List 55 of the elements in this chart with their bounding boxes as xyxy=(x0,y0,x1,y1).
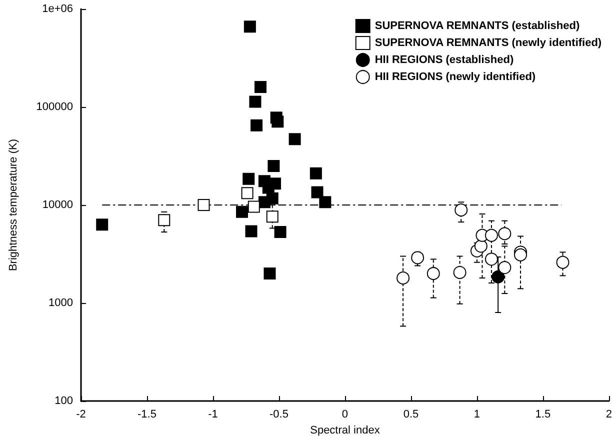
y-tick-label: 1e+06 xyxy=(42,3,73,15)
point xyxy=(198,199,210,211)
point xyxy=(498,227,512,240)
legend-label: SUPERNOVA REMNANTS (established) xyxy=(374,20,580,32)
point xyxy=(272,116,284,128)
x-axis-title: Spectral index xyxy=(310,424,380,436)
y-axis-title: Brightness temperature (K) xyxy=(8,138,20,272)
x-tick-label: -1.5 xyxy=(138,408,156,420)
point xyxy=(258,196,270,208)
x-tick-label: -0.5 xyxy=(269,408,288,420)
point xyxy=(245,225,258,238)
x-tick-label: 1.5 xyxy=(535,408,551,420)
y-tick-label: 100 xyxy=(54,395,73,407)
point xyxy=(426,267,440,280)
y-tick-label: 1000 xyxy=(48,297,73,309)
point xyxy=(242,172,255,185)
point xyxy=(264,268,276,280)
legend-label: HII REGIONS (established) xyxy=(374,54,514,66)
point xyxy=(96,218,108,231)
x-tick-label: 1 xyxy=(474,408,480,420)
point xyxy=(241,187,254,200)
point xyxy=(236,206,248,218)
y-tick-label: 100000 xyxy=(36,101,73,113)
point xyxy=(249,96,262,108)
point xyxy=(248,200,260,213)
point xyxy=(266,210,278,223)
point xyxy=(288,133,301,146)
point xyxy=(514,248,528,262)
point xyxy=(498,261,512,274)
point xyxy=(158,214,170,226)
point xyxy=(268,160,280,172)
y-tick-label: 10000 xyxy=(42,199,73,211)
point xyxy=(454,203,468,216)
point xyxy=(319,196,332,208)
point xyxy=(244,20,256,33)
x-tick-label: -1 xyxy=(208,408,218,420)
x-tick-label: 2 xyxy=(606,408,612,420)
point xyxy=(274,226,286,238)
point xyxy=(250,119,263,132)
legend-label: HII REGIONS (newly identified) xyxy=(374,71,536,83)
point xyxy=(254,80,266,93)
x-tick-label: 0 xyxy=(342,408,348,420)
point xyxy=(484,228,498,242)
point xyxy=(311,186,324,198)
point xyxy=(484,252,498,266)
legend-label: SUPERNOVA REMNANTS (newly identified) xyxy=(374,37,602,49)
point xyxy=(411,251,424,264)
point xyxy=(492,270,505,284)
point xyxy=(396,271,410,284)
point xyxy=(556,256,570,269)
x-tick-label: 0.5 xyxy=(403,408,419,420)
point xyxy=(474,240,488,253)
point xyxy=(310,167,322,180)
point xyxy=(453,266,466,279)
x-tick-label: -2 xyxy=(76,408,86,420)
